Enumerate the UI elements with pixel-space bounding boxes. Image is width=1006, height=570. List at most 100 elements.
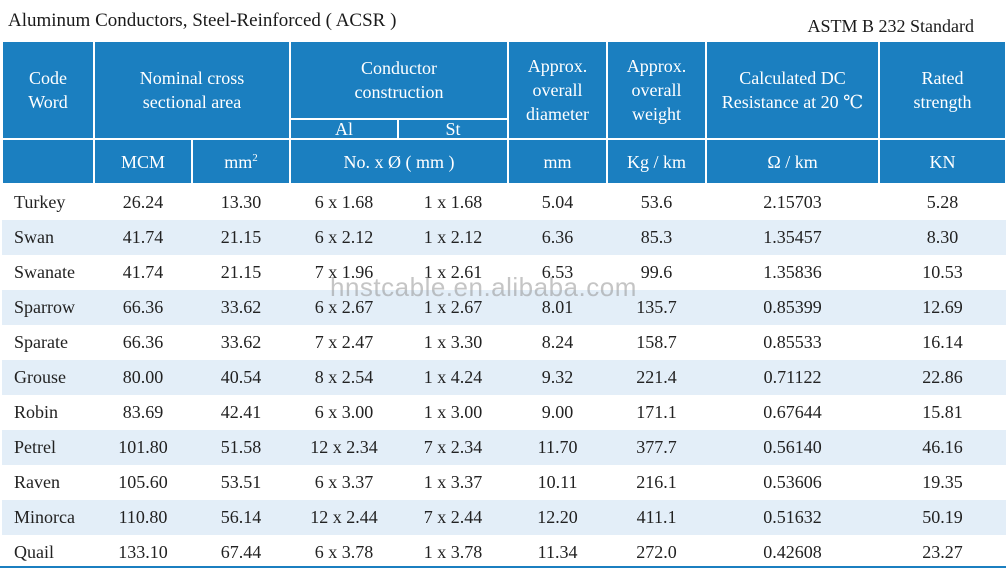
al-cell: 7 x 1.96	[290, 255, 399, 290]
diameter-cell: 6.53	[508, 255, 608, 290]
table-row: Minorca 110.80 56.14 12 x 2.44 7 x 2.44 12.20…	[2, 500, 1006, 535]
table-header: Code Word Nominal cross sectional area C…	[1, 40, 1006, 185]
al-cell: 12 x 2.44	[290, 500, 399, 535]
st-cell: 1 x 4.24	[398, 360, 509, 395]
header-nominal-area: Nominal cross sectional area	[92, 40, 292, 140]
table-row: Grouse 80.00 40.54 8 x 2.54 1 x 4.24 9.32 221.…	[2, 360, 1006, 395]
weight-cell: 85.3	[607, 220, 707, 255]
st-cell: 7 x 2.34	[398, 430, 509, 465]
mcm-cell: 105.60	[94, 465, 192, 500]
code-word-cell: Sparate	[2, 325, 94, 360]
code-word-cell: Raven	[2, 465, 94, 500]
mcm-cell: 83.69	[94, 395, 192, 430]
mm2-cell: 53.51	[192, 465, 291, 500]
unit-kgkm: Kg / km	[606, 138, 708, 185]
resistance-cell: 0.67644	[706, 395, 880, 430]
unit-mm: mm	[507, 138, 609, 185]
mcm-cell: 133.10	[94, 535, 192, 570]
code-word-cell: Swanate	[2, 255, 94, 290]
weight-cell: 221.4	[607, 360, 707, 395]
unit-mm2: mm2	[190, 138, 292, 185]
code-word-cell: Petrel	[2, 430, 94, 465]
unit-construction: No. x Ø ( mm )	[289, 138, 510, 185]
mm2-cell: 21.15	[192, 220, 291, 255]
strength-cell: 10.53	[879, 255, 1006, 290]
st-cell: 1 x 3.78	[398, 535, 509, 570]
diameter-cell: 9.00	[508, 395, 608, 430]
weight-cell: 411.1	[607, 500, 707, 535]
resistance-cell: 0.85399	[706, 290, 880, 325]
weight-cell: 272.0	[607, 535, 707, 570]
table-body: Turkey 26.24 13.30 6 x 1.68 1 x 1.68 5.04 53.6…	[2, 184, 1006, 570]
code-word-cell: Robin	[2, 395, 94, 430]
strength-cell: 5.28	[879, 184, 1006, 220]
weight-cell: 377.7	[607, 430, 707, 465]
header-st: St	[397, 118, 510, 140]
resistance-cell: 1.35836	[706, 255, 880, 290]
al-cell: 6 x 2.67	[290, 290, 399, 325]
st-cell: 1 x 2.67	[398, 290, 509, 325]
header-unit-blank	[1, 138, 95, 185]
st-cell: 7 x 2.44	[398, 500, 509, 535]
strength-cell: 8.30	[879, 220, 1006, 255]
table-row: Swanate 41.74 21.15 7 x 1.96 1 x 2.61 6.53 99.…	[2, 255, 1006, 290]
table-row: Swan 41.74 21.15 6 x 2.12 1 x 2.12 6.36 85.3 1.…	[2, 220, 1006, 255]
st-cell: 1 x 2.61	[398, 255, 509, 290]
al-cell: 6 x 3.78	[290, 535, 399, 570]
bottom-rule	[0, 566, 1006, 568]
al-cell: 7 x 2.47	[290, 325, 399, 360]
resistance-cell: 0.71122	[706, 360, 880, 395]
strength-cell: 16.14	[879, 325, 1006, 360]
strength-cell: 22.86	[879, 360, 1006, 395]
weight-cell: 99.6	[607, 255, 707, 290]
code-word-cell: Grouse	[2, 360, 94, 395]
mm2-cell: 67.44	[192, 535, 291, 570]
mcm-cell: 66.36	[94, 290, 192, 325]
weight-cell: 216.1	[607, 465, 707, 500]
mcm-cell: 66.36	[94, 325, 192, 360]
unit-ohm: Ω / km	[705, 138, 881, 185]
diameter-cell: 8.24	[508, 325, 608, 360]
mm2-cell: 56.14	[192, 500, 291, 535]
document-header: Aluminum Conductors, Steel-Reinforced ( …	[0, 0, 1006, 40]
diameter-cell: 10.11	[508, 465, 608, 500]
diameter-cell: 12.20	[508, 500, 608, 535]
weight-cell: 135.7	[607, 290, 707, 325]
table-row: Quail 133.10 67.44 6 x 3.78 1 x 3.78 11.34 272…	[2, 535, 1006, 570]
table-row: Petrel 101.80 51.58 12 x 2.34 7 x 2.34 11.70 3…	[2, 430, 1006, 465]
strength-cell: 50.19	[879, 500, 1006, 535]
weight-cell: 171.1	[607, 395, 707, 430]
table-row: Sparate 66.36 33.62 7 x 2.47 1 x 3.30 8.24 158…	[2, 325, 1006, 360]
code-word-cell: Sparrow	[2, 290, 94, 325]
code-word-cell: Swan	[2, 220, 94, 255]
mm2-cell: 33.62	[192, 325, 291, 360]
header-resistance: Calculated DC Resistance at 20 ℃	[705, 40, 881, 140]
header-conductor-construction: Conductor construction	[289, 40, 510, 120]
header-strength: Rated strength	[878, 40, 1006, 140]
resistance-cell: 0.85533	[706, 325, 880, 360]
strength-cell: 46.16	[879, 430, 1006, 465]
unit-mm2-exponent: 2	[252, 151, 258, 164]
al-cell: 6 x 2.12	[290, 220, 399, 255]
resistance-cell: 1.35457	[706, 220, 880, 255]
resistance-cell: 0.56140	[706, 430, 880, 465]
document-title: Aluminum Conductors, Steel-Reinforced ( …	[8, 10, 397, 31]
code-word-cell: Minorca	[2, 500, 94, 535]
al-cell: 6 x 3.00	[290, 395, 399, 430]
weight-cell: 158.7	[607, 325, 707, 360]
code-word-cell: Quail	[2, 535, 94, 570]
diameter-cell: 9.32	[508, 360, 608, 395]
diameter-cell: 11.70	[508, 430, 608, 465]
st-cell: 1 x 2.12	[398, 220, 509, 255]
st-cell: 1 x 3.30	[398, 325, 509, 360]
mcm-cell: 41.74	[94, 220, 192, 255]
header-diameter: Approx. overall diameter	[507, 40, 609, 140]
diameter-cell: 5.04	[508, 184, 608, 220]
diameter-cell: 11.34	[508, 535, 608, 570]
mcm-cell: 110.80	[94, 500, 192, 535]
mm2-cell: 51.58	[192, 430, 291, 465]
mm2-cell: 40.54	[192, 360, 291, 395]
acsr-spec-table: Code Word Nominal cross sectional area C…	[1, 40, 1006, 570]
mcm-cell: 80.00	[94, 360, 192, 395]
unit-mcm: MCM	[93, 138, 193, 185]
